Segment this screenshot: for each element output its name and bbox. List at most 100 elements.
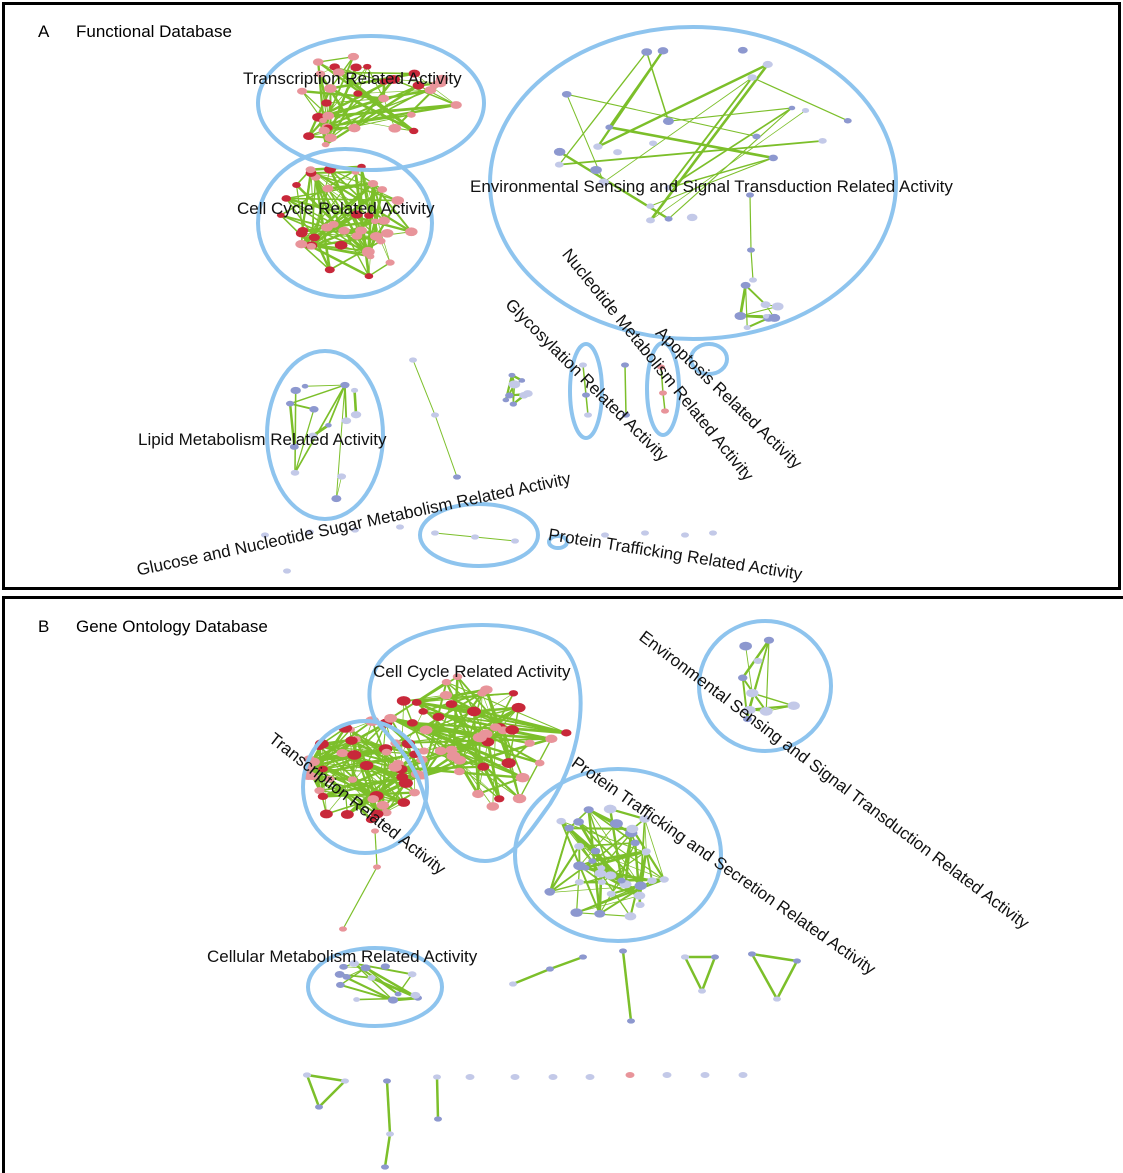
a-lipid-edge [353,390,358,415]
a-glucose-node [511,538,519,544]
a-transcription-node [409,127,419,135]
a-environmental-node [657,47,669,55]
b-cell-cycle-node [396,696,411,706]
b-cellular-metabolism-node [394,991,402,997]
a-environmental-edge [650,205,669,220]
a-environmental-node [590,165,602,175]
b-tri3-node [341,1078,349,1084]
a-transcription-edge [330,72,415,90]
b-protein-trafficking-node [639,815,651,823]
a-glycosylation-node [522,390,533,397]
b-protein-trafficking-edge [588,809,641,886]
b-tri1-edge [700,956,717,992]
b-protein-trafficking-node [597,879,607,885]
b-pair2-node [619,948,627,954]
a-transcription-node [387,74,400,84]
b-transcription-edge [328,754,355,780]
b-protein-trafficking-edge [621,878,665,882]
b-protein-trafficking-node [590,847,601,855]
a-environmental-node [593,143,603,150]
a-cell-cycle-edge [310,173,315,238]
b-loose-node [625,1072,635,1078]
a-environmental-node [646,217,655,224]
b-loose-node [465,1074,475,1080]
b-cell-cycle-node [472,732,487,743]
a-glucose-edge [474,536,516,542]
b-protein-trafficking-node [594,869,607,878]
a-transcription-node [348,123,361,133]
b-cell-cycle-node [445,700,458,709]
b-protein-trafficking-node [635,901,645,909]
a-environmental-edge [668,157,774,189]
a-transcription-node [303,132,315,140]
b-protein-trafficking-node [556,817,566,825]
a-cell-cycle-node [385,259,395,266]
b-protein-trafficking-edge [576,885,641,914]
a-cell-cycle-node [371,218,380,225]
b-pair1-node [509,981,517,987]
a-cell-cycle-node [306,243,317,250]
b-transcription-edge [319,745,415,755]
b-protein-trafficking-edge [561,820,647,854]
a-transcription-node [297,87,308,95]
a-transcription-node [324,133,337,143]
b-protein-trafficking-node [573,818,584,826]
b-environmental-node [744,706,756,714]
a-lipid-edge [335,385,346,499]
a-transcription-node [319,117,327,124]
b-cell-cycle-node [432,712,445,721]
a-lipid-edge [343,385,348,421]
a-lipid-link-edge [434,414,458,478]
b-cellular-metabolism-edge [353,963,394,1001]
a-cell-cycle-node [405,227,418,237]
a-environmental-node [801,107,810,114]
a-lipid-node [308,432,318,439]
a-environmental-edge [558,51,648,166]
a-glycosylation-node [505,392,514,399]
a-env-lower-node [760,301,771,309]
outline-protein-trafficking [547,534,569,550]
a-environmental-node [598,178,609,186]
b-environmental-edge [765,640,770,712]
b-protein-trafficking-node [573,861,586,871]
b-cell-cycle-node [508,690,519,697]
b-protein-trafficking-edge [579,842,636,848]
a-environmental-node [843,118,852,124]
a-cell-cycle-edge [285,198,316,238]
a-lipid-edge [294,384,346,474]
a-environmental-node [662,117,674,126]
a-lipid-node [340,381,350,389]
b-cell-cycle-node [388,762,402,772]
panel-b-title-text: Gene Ontology Database [76,617,268,636]
b-cell-cycle-node [545,734,558,744]
a-glyco-node [582,392,590,398]
a-env-lower-node [734,311,747,321]
b-protein-trafficking-node [659,876,669,883]
b-tri2-edge [751,952,798,963]
a-lipid-node [290,469,300,476]
a-environmental-node [613,149,623,156]
outline-environmental-sensing [488,25,898,341]
a-glycosylation-node [502,397,510,403]
a-environmental-node [664,216,673,222]
a-transcription-node [350,63,362,72]
a-loose-node [641,530,649,536]
a-environmental-node [605,124,614,130]
b-transcription-node [398,778,413,789]
panel-a-functional-database: A Functional Database Transcription Relat… [2,2,1121,590]
outline-protein-trafficking-secretion [513,767,723,943]
network-b [301,619,833,1170]
b-cell-cycle-node [477,762,490,771]
b-tri2-edge [750,953,779,1000]
network-a [256,25,898,574]
outline-nucleotide-metabolism [645,341,681,437]
a-glycosylation-edge [511,375,514,405]
a-transcription-node [321,141,330,148]
a-transcription-node [379,78,389,85]
a-transcription-edge [301,90,329,117]
a-environmental-node [554,161,564,168]
b-tri2-node [773,996,781,1002]
b-cellular-metabolism-node [353,997,360,1002]
a-cell-cycle-node [391,196,405,205]
a-transcription-node [318,126,330,135]
